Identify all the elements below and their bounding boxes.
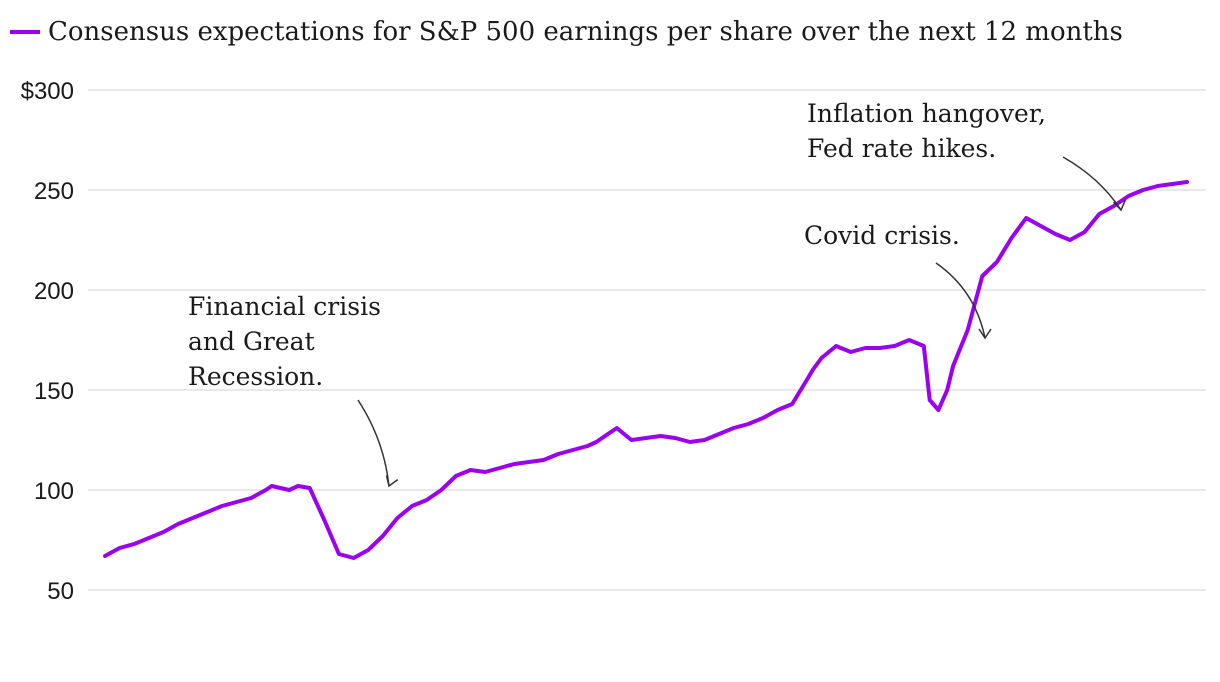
annotation-2-line-1: Covid crisis. bbox=[804, 221, 960, 250]
annotations-layer: Financial crisis and Great Recession. Covid… bbox=[188, 99, 1127, 488]
annotation-1-line-1: Financial crisis bbox=[188, 292, 381, 321]
y-tick-label-250: 250 bbox=[34, 178, 74, 205]
annotation-1-arrowhead bbox=[385, 475, 399, 488]
y-tick-label-50: 50 bbox=[47, 578, 74, 605]
annotation-2: Covid crisis. bbox=[804, 221, 992, 340]
y-axis-tick-labels: 50 100 150 200 250 $300 bbox=[21, 78, 74, 605]
annotation-1-arrow bbox=[357, 399, 390, 487]
annotation-3-arrow bbox=[1062, 156, 1122, 211]
annotation-1-line-2: and Great bbox=[188, 327, 315, 356]
gridlines bbox=[88, 89, 1206, 591]
series-layer bbox=[103, 180, 1189, 560]
y-tick-label-200: 200 bbox=[34, 278, 74, 305]
y-tick-label-100: 100 bbox=[34, 478, 74, 505]
annotation-3: Inflation hangover, Fed rate hikes. bbox=[807, 99, 1127, 212]
annotation-2-arrow bbox=[935, 262, 986, 339]
annotation-1: Financial crisis and Great Recession. bbox=[188, 292, 399, 488]
legend-label: Consensus expectations for S&P 500 earni… bbox=[48, 17, 1123, 47]
legend: Consensus expectations for S&P 500 earni… bbox=[10, 17, 1123, 47]
y-tick-label-150: 150 bbox=[34, 378, 74, 405]
annotation-3-line-2: Fed rate hikes. bbox=[807, 134, 996, 163]
annotation-3-arrowhead bbox=[1112, 199, 1127, 212]
y-tick-label-300: $300 bbox=[21, 78, 74, 105]
series-line-eps bbox=[103, 180, 1189, 560]
annotation-3-line-1: Inflation hangover, bbox=[807, 99, 1046, 128]
annotation-2-arrowhead bbox=[978, 328, 992, 340]
annotation-1-line-3: Recession. bbox=[188, 362, 323, 391]
